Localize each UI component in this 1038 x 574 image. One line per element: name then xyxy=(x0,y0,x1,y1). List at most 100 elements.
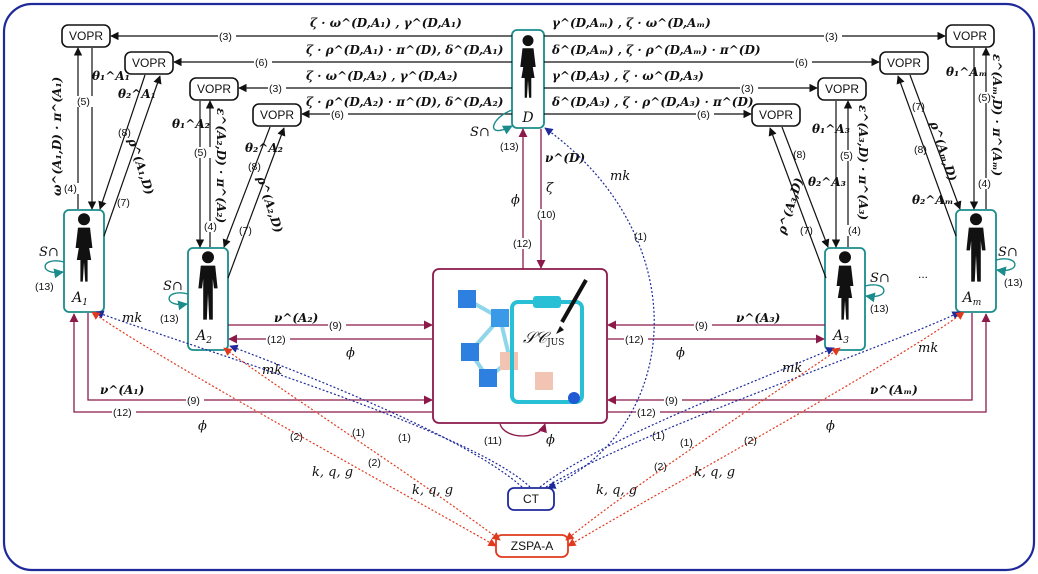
svg-text:(5): (5) xyxy=(194,147,207,159)
agent-a3-node: A3 xyxy=(824,247,866,351)
vopr-box-a3-inner: VOPR xyxy=(751,103,801,127)
top-arrows xyxy=(110,31,946,119)
smart-contract-node: 𝒮𝒞JUS xyxy=(432,268,608,424)
vopr-agent-step-labels: (5) (4) (8) (7) (5) (4) (8) (7) (5) (4) … xyxy=(63,92,995,237)
svg-text:(13): (13) xyxy=(870,303,889,315)
svg-text:mk: mk xyxy=(262,363,282,378)
svg-text:(12): (12) xyxy=(267,334,286,346)
agents-ellipsis: ... xyxy=(918,267,928,281)
svg-text:(3): (3) xyxy=(269,83,282,95)
svg-text:(3): (3) xyxy=(825,31,838,43)
svg-text:(8): (8) xyxy=(118,127,131,139)
svg-text:(2): (2) xyxy=(654,461,667,473)
svg-text:A1: A1 xyxy=(70,290,88,308)
svg-text:ν^(Aₘ): ν^(Aₘ) xyxy=(870,383,918,397)
svg-text:(3): (3) xyxy=(741,83,754,95)
vopr-box-a1-inner: VOPR xyxy=(124,51,174,75)
svg-text:S∩: S∩ xyxy=(998,245,1018,260)
svg-text:(6): (6) xyxy=(697,109,710,121)
svg-text:ζ · ω^(D,A₁) , γ^(D,A₁: ζ · ω^(D,A₁) , γ^(D,A₁) xyxy=(310,16,462,30)
svg-text:(1): (1) xyxy=(652,430,665,442)
svg-text:ε^(A₃,D) · π^(A₃): ε^(A₃,D) · π^(A₃) xyxy=(856,105,870,220)
svg-text:ρ^(A₂,D): ρ^(A₂,D) xyxy=(254,174,286,235)
svg-text:(7): (7) xyxy=(239,225,252,237)
svg-text:(9): (9) xyxy=(329,320,342,332)
svg-text:ϕ: ϕ xyxy=(346,346,355,361)
svg-text:(13): (13) xyxy=(35,281,54,293)
svg-text:mk: mk xyxy=(782,361,802,376)
svg-text:(1): (1) xyxy=(680,437,693,449)
svg-text:(4): (4) xyxy=(978,178,991,190)
svg-text:(6): (6) xyxy=(255,57,268,69)
svg-text:VOPR: VOPR xyxy=(260,108,294,122)
dealer-contract-arrows: (10) (12) ν^(D) ζ ϕ xyxy=(511,128,585,269)
vopr-box-am-inner: VOPR xyxy=(879,51,929,75)
svg-text:θ₂^A₁: θ₂^A₁ xyxy=(118,87,156,101)
svg-text:(11): (11) xyxy=(484,435,502,447)
svg-text:S∩: S∩ xyxy=(870,271,890,286)
agent-a1-node: A1 xyxy=(63,209,105,313)
svg-text:VOPR: VOPR xyxy=(825,82,859,96)
top-message-labels: ζ · ω^(D,A₁) , γ^(D,A₁) ζ · ρ^(D,A₁) · π… xyxy=(306,16,761,109)
svg-text:ζ: ζ xyxy=(546,181,554,196)
svg-text:VOPR: VOPR xyxy=(759,108,793,122)
svg-text:ν^(D): ν^(D) xyxy=(545,151,585,165)
svg-text:S∩: S∩ xyxy=(163,279,183,294)
svg-text:ν^(A₁): ν^(A₁) xyxy=(100,383,144,397)
agent-a2-node: A2 xyxy=(187,247,229,351)
svg-text:D: D xyxy=(521,110,533,126)
top-step-labels: (3) (6) (3) (6) (3) (6) (3) (6) xyxy=(218,31,842,121)
svg-text:(2): (2) xyxy=(744,435,757,447)
svg-text:(7): (7) xyxy=(117,197,130,209)
svg-text:ζ · ω^(D,A₂) , γ^(D,A₂: ζ · ω^(D,A₂) , γ^(D,A₂) xyxy=(306,69,458,83)
svg-text:(12): (12) xyxy=(625,334,644,346)
svg-text:(5): (5) xyxy=(978,92,991,104)
svg-text:S∩: S∩ xyxy=(470,125,490,140)
svg-text:(7): (7) xyxy=(800,225,813,237)
svg-text:k, q, g: k, q, g xyxy=(412,483,453,498)
svg-text:γ^(D,Aₘ) , ζ · ω^(D,Aₘ): γ^(D,Aₘ) , ζ · ω^(D,Aₘ) xyxy=(552,16,711,30)
pen-icon xyxy=(556,279,588,334)
svg-text:(4): (4) xyxy=(64,183,77,195)
svg-text:(9): (9) xyxy=(695,320,708,332)
svg-text:θ₂^A₂: θ₂^A₂ xyxy=(245,141,283,155)
svg-text:(4): (4) xyxy=(848,225,861,237)
svg-text:(2): (2) xyxy=(368,457,381,469)
zspa-node: ZSPA-A xyxy=(495,534,569,558)
svg-text:δ^(D,Aₘ) , ζ · ρ^(D,Aₘ) · π^(D: δ^(D,Aₘ) , ζ · ρ^(D,Aₘ) · π^(D) xyxy=(551,43,761,57)
svg-text:(3): (3) xyxy=(219,31,232,43)
svg-text:ε^(A₂,D) · π^(A₂): ε^(A₂,D) · π^(A₂) xyxy=(214,108,228,223)
svg-text:VOPR: VOPR xyxy=(69,29,103,43)
vopr-box-a3-outer: VOPR xyxy=(817,77,867,101)
svg-text:ϕ: ϕ xyxy=(198,419,207,434)
svg-text:S∩: S∩ xyxy=(39,245,59,260)
svg-text:ϕ: ϕ xyxy=(546,433,555,448)
vopr-box-a2-inner: VOPR xyxy=(252,103,302,127)
svg-text:(12): (12) xyxy=(513,238,532,250)
svg-text:(1): (1) xyxy=(398,432,411,444)
svg-text:Am: Am xyxy=(961,290,982,308)
svg-text:k, q, g: k, q, g xyxy=(694,465,735,480)
svg-text:ρ^(A₁,D): ρ^(A₁,D) xyxy=(125,136,157,197)
svg-text:(5): (5) xyxy=(840,150,853,162)
svg-text:(12): (12) xyxy=(637,407,656,419)
svg-text:(8): (8) xyxy=(793,149,806,161)
zspa-kqg-labels: (2) (2) (2) (2) k, q, g k, q, g k, q, g … xyxy=(290,431,757,498)
svg-text:(8): (8) xyxy=(248,161,261,173)
zspa-kqg-arrows xyxy=(91,311,965,547)
svg-text:θ₂^A₃: θ₂^A₃ xyxy=(808,175,846,189)
svg-text:mk: mk xyxy=(122,311,142,326)
svg-text:(7): (7) xyxy=(912,101,925,113)
svg-text:(6): (6) xyxy=(795,57,808,69)
svg-text:θ₁^A₂: θ₁^A₂ xyxy=(172,117,210,131)
svg-text:(5): (5) xyxy=(77,96,90,108)
svg-text:(6): (6) xyxy=(331,109,344,121)
svg-text:(4): (4) xyxy=(204,221,217,233)
svg-text:(8): (8) xyxy=(914,144,927,156)
svg-text:ζ · ρ^(D,A₁) · π^(D), δ^(D,A₁): ζ · ρ^(D,A₁) · π^(D), δ^(D,A₁) xyxy=(306,43,503,57)
vopr-box-am-outer: VOPR xyxy=(945,24,995,48)
ct-node: CT xyxy=(507,487,555,511)
svg-text:(13): (13) xyxy=(160,313,179,325)
